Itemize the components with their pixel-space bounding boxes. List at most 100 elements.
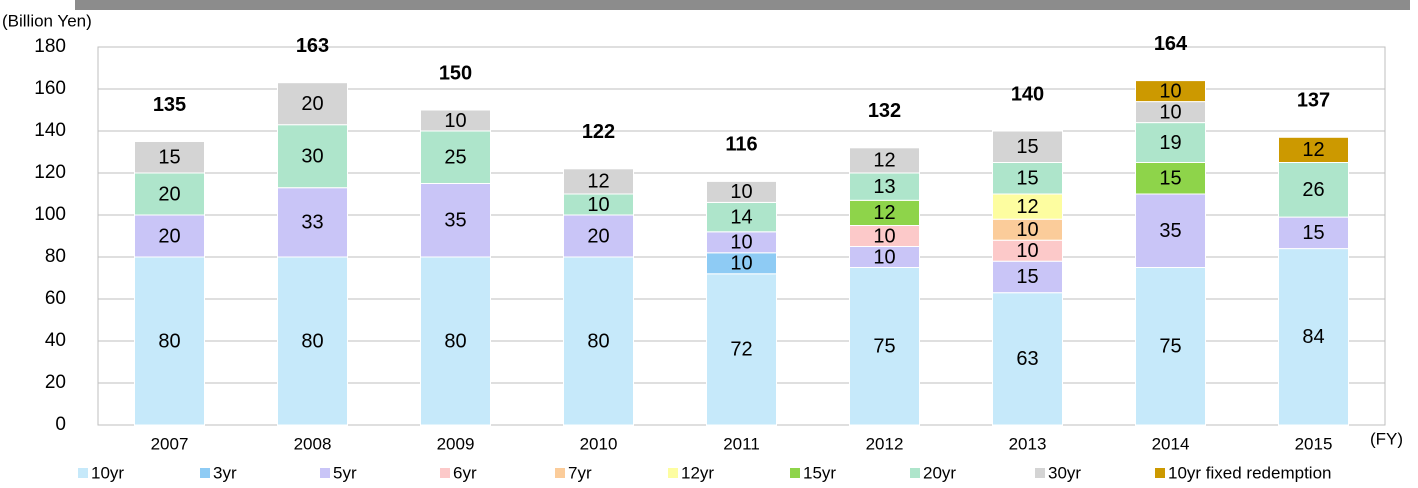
segment-label: 10 [444,110,466,132]
segment-label: 30 [301,145,323,167]
legend-swatch [200,468,210,478]
segment-label: 15 [1016,168,1038,190]
x-tick-label: 2014 [1152,434,1190,453]
segment-label: 12 [587,171,609,193]
legend-swatch [1035,468,1045,478]
legend-swatch [320,468,330,478]
legend-swatch [440,468,450,478]
segment-label: 10 [873,225,895,247]
segment-label: 20 [158,183,180,205]
bar-segment [992,260,1063,294]
legend-label: 10yr [91,463,124,482]
bar-segment [420,130,491,184]
legend-label: 7yr [568,463,592,482]
segment-label: 10 [1159,101,1181,123]
bar-segment [134,214,205,258]
bar-segment [563,168,634,195]
segment-label: 75 [1159,336,1181,358]
segment-label: 10 [587,194,609,216]
y-tick-label: 20 [45,372,66,393]
segment-label: 15 [158,147,180,169]
x-tick-label: 2012 [866,434,904,453]
segment-label: 35 [444,210,466,232]
segment-label: 10 [1159,80,1181,102]
segment-label: 63 [1016,348,1038,370]
y-tick-label: 0 [55,414,66,435]
segment-label: 15 [1302,222,1324,244]
segment-label: 26 [1302,179,1324,201]
y-tick-label: 140 [34,120,66,141]
total-label: 163 [296,35,329,57]
segment-label: 35 [1159,220,1181,242]
bar-segment [1278,248,1349,426]
total-label: 132 [868,100,901,122]
legend-label: 3yr [213,463,237,482]
bar-segment [706,180,777,203]
legend-swatch [1155,468,1165,478]
bar-segment [420,183,491,258]
segment-label: 19 [1159,132,1181,154]
segment-label: 10 [1016,219,1038,241]
bar-segment [1278,216,1349,250]
bar-segment [849,199,920,227]
header-bar [75,0,1410,10]
y-tick-label: 180 [34,36,66,57]
segment-label: 12 [873,150,895,172]
segment-label: 20 [158,225,180,247]
legend-label: 30yr [1048,463,1081,482]
legend-label: 5yr [333,463,357,482]
segment-label: 80 [587,330,609,352]
bar-segment [134,172,205,216]
x-tick-label: 2013 [1009,434,1047,453]
segment-label: 20 [301,93,323,115]
bar-segment [563,256,634,426]
bar-segment [849,267,920,426]
segment-label: 10 [730,181,752,203]
segment-label: 80 [158,330,180,352]
legend-label: 20yr [923,463,956,482]
segment-label: 15 [1016,136,1038,158]
total-label: 137 [1297,90,1330,112]
bar-segment [277,124,348,189]
x-tick-label: 2011 [723,434,760,453]
total-label: 140 [1011,83,1044,105]
x-axis-label: (FY) [1370,429,1403,448]
bar-segment [134,141,205,174]
y-tick-label: 60 [45,288,66,309]
legend-swatch [910,468,920,478]
segment-label: 10 [730,253,752,275]
x-tick-label: 2009 [437,434,475,453]
segment-label: 14 [730,206,752,228]
total-label: 164 [1154,33,1188,55]
segment-label: 12 [873,202,895,224]
legend-swatch [555,468,565,478]
bar-segment [1135,162,1206,195]
bar-segment [420,256,491,426]
segment-label: 84 [1302,326,1324,348]
total-label: 150 [439,62,472,84]
x-tick-label: 2015 [1295,434,1333,453]
y-axis-label: (Billion Yen) [2,11,92,30]
y-tick-label: 40 [45,330,66,351]
y-tick-label: 120 [34,162,66,183]
x-tick-label: 2010 [580,434,618,453]
bar-segment [1278,162,1349,218]
segment-label: 15 [1016,266,1038,288]
bar-segment [277,256,348,426]
segment-label: 75 [873,336,895,358]
bar-segment [277,82,348,126]
bar-segment [134,256,205,426]
segment-label: 72 [730,339,752,361]
total-label: 116 [725,134,757,156]
bar-segment [849,172,920,201]
segment-label: 25 [444,147,466,169]
legend-label: 10yr fixed redemption [1168,463,1331,482]
total-label: 122 [582,121,615,143]
segment-label: 80 [301,330,323,352]
segment-label: 12 [1016,196,1038,218]
bar-segment [1135,267,1206,426]
bar-segment [1135,193,1206,268]
legend-swatch [668,468,678,478]
legend-swatch [790,468,800,478]
